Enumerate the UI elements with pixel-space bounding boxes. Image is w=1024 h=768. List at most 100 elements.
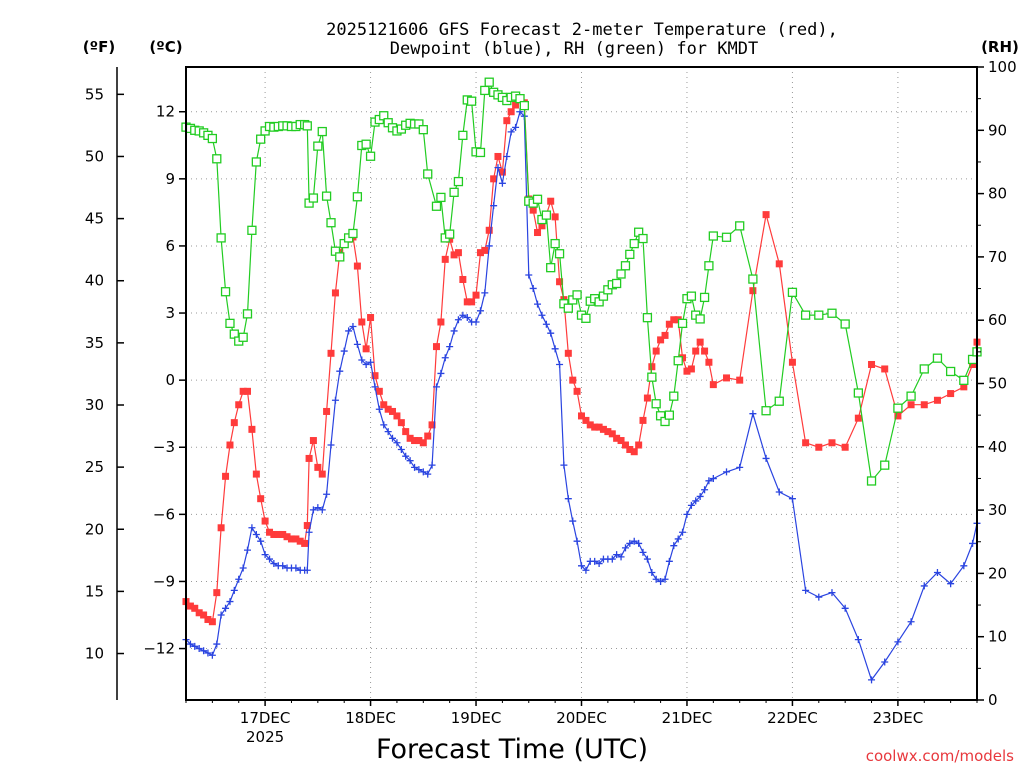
2-meter-temperature-point [815,443,823,451]
rh-point [840,319,850,329]
2-meter-temperature-point [947,390,955,398]
rh-point [348,228,358,239]
2-meter-temperature-point [534,229,542,237]
dewpoint-point [907,618,915,626]
rh-tick-label: 40 [988,438,1007,456]
2-meter-temperature-point [450,251,458,259]
rh-point [453,176,464,187]
dewpoint-point [375,405,383,413]
2-meter-temperature-point [907,401,915,409]
2-meter-temperature-point [239,387,247,395]
rh-point [642,313,653,323]
fahrenheit-tick-label: 25 [85,458,104,476]
2-meter-temperature-point [327,349,335,357]
rh-point [572,290,582,300]
dewpoint-point [402,452,410,460]
plot-frame [185,66,978,701]
dewpoint-point [648,569,656,577]
2-meter-temperature-point [512,101,520,109]
2-meter-temperature-point [538,222,546,230]
dewpoint-point [573,537,581,545]
dewpoint-point [424,470,432,478]
2-meter-temperature-point [736,376,744,384]
dewpoint-point [696,492,704,500]
dewpoint-point [186,640,194,648]
dewpoint-point [701,486,709,494]
rh-point [611,278,622,289]
dewpoint-point [736,463,744,471]
rh-point [475,147,486,158]
rh-point [431,201,442,211]
rh-point [302,121,312,131]
2-meter-temperature-point [459,275,467,283]
rh-point [242,309,253,319]
dewpoint-point [195,645,203,653]
2-meter-temperature-point [213,589,221,597]
celsius-tick-label: −6 [153,505,175,523]
2-meter-temperature-point [604,428,612,436]
rh-tick-label: 50 [988,375,1007,393]
rh-point [308,193,319,203]
2-meter-temperature-point [551,213,559,221]
dewpoint-point [705,477,713,485]
dewpoint-point [723,468,731,476]
2-meter-temperature-point [665,320,673,328]
dewpoint-point [547,329,555,337]
2-meter-temperature-point [498,168,506,176]
fahrenheit-tick-label: 30 [85,396,104,414]
2-meter-temperature-point [195,609,203,617]
2-meter-temperature-point [775,260,783,268]
rh-tick-label: 30 [988,501,1007,519]
dewpoint-point [243,546,251,554]
2-meter-temperature-point [454,249,462,257]
dewpoint-point [226,598,234,606]
rh-point [866,476,877,486]
2-meter-temperature-point [854,414,862,422]
rh-tick-label: 80 [988,185,1007,203]
2-meter-temperature-point [626,445,634,453]
rh-point [893,403,903,413]
dewpoint-point [481,289,489,297]
rh-point [814,310,824,320]
2-meter-temperature-point [841,443,849,451]
2-meter-temperature-point [424,432,432,440]
2-meter-temperature-point [270,530,278,538]
dewpoint-point [266,555,274,563]
2-meter-temperature-point [230,419,238,427]
2-meter-temperature-point [235,401,243,409]
2-meter-temperature-point [762,211,770,219]
dewpoint-point [411,463,419,471]
dewpoint-point [613,551,621,559]
rh-point [735,221,745,231]
2-meter-temperature-point [248,425,256,433]
rh-point [647,372,657,382]
2-meter-temperature-point [503,117,511,125]
dewpoint-point [217,611,225,619]
2-meter-temperature-point [476,249,484,257]
2-meter-temperature-point [595,423,603,431]
rh-point [212,154,222,164]
dewpoint-point [683,510,691,518]
2-meter-temperature-point [599,425,607,433]
dewpoint-point [257,537,265,545]
dewpoint-point [419,468,427,476]
rh-point [317,126,327,137]
2-meter-temperature-point [318,470,326,478]
rh-point [638,233,648,244]
rh-point [563,303,573,313]
dewpoint-point [749,410,757,418]
dewpoint-point [318,506,326,514]
2-meter-temperature-point [701,347,709,355]
celsius-tick-label: 6 [165,237,175,255]
2-meter-temperature-point [309,437,317,445]
rh-point [361,139,371,149]
dewpoint-point [920,582,928,590]
2-meter-temperature-point [582,416,590,424]
2-meter-temperature-point [670,316,678,324]
rh-point [546,263,556,273]
dewpoint-point [687,501,695,509]
celsius-tick-label: 0 [165,371,175,389]
2-meter-temperature-point [415,437,423,445]
2-meter-temperature-point [186,602,194,610]
2-meter-temperature-point [353,262,361,270]
